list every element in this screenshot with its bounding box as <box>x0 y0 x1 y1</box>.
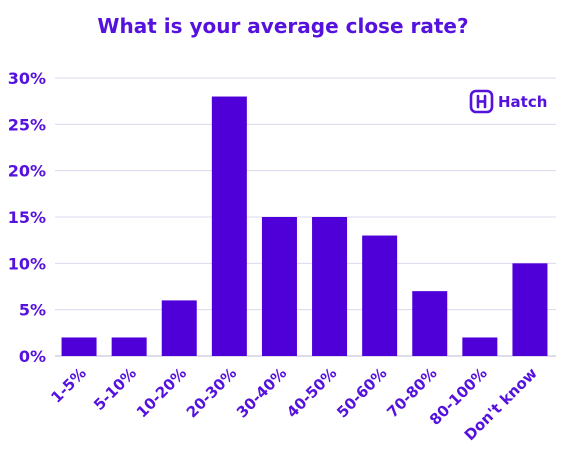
x-axis-ticks: 1-5% 5-10%10-20%20-30%30-40%40-50%50-60%7… <box>47 364 541 444</box>
x-tick-label: 50-60% <box>333 364 390 421</box>
hatch-logo-icon <box>469 89 494 114</box>
bar <box>61 337 97 356</box>
y-tick-label: 5% <box>19 301 46 320</box>
x-tick-label: 30-40% <box>233 364 290 421</box>
x-tick-label: 40-50% <box>283 364 340 421</box>
x-tick-label: 20-30% <box>183 364 240 421</box>
x-tick-label: 10-20% <box>133 364 190 421</box>
chart-title: What is your average close rate? <box>97 14 468 38</box>
y-tick-label: 25% <box>8 115 46 134</box>
bar <box>161 300 197 356</box>
y-tick-label: 15% <box>8 208 46 227</box>
y-tick-label: 20% <box>8 162 46 181</box>
bar <box>512 263 548 356</box>
y-tick-label: 10% <box>8 254 46 273</box>
y-tick-label: 0% <box>19 347 46 366</box>
brand-logo: Hatch <box>469 89 547 114</box>
brand-name: Hatch <box>498 93 547 111</box>
bar <box>211 96 247 357</box>
bar <box>412 291 448 356</box>
bar <box>312 217 348 356</box>
bars <box>61 96 548 357</box>
bar <box>462 337 498 356</box>
y-axis-ticks: 0% 5% 10% 15% 20% 25% 30% <box>8 69 46 366</box>
bar <box>261 217 297 356</box>
y-tick-label: 30% <box>8 69 46 88</box>
x-tick-label: 1-5% <box>47 364 90 407</box>
bar <box>111 337 147 356</box>
bar <box>362 235 398 356</box>
x-tick-label: 5-10% <box>90 364 140 414</box>
grid-lines <box>55 77 556 357</box>
